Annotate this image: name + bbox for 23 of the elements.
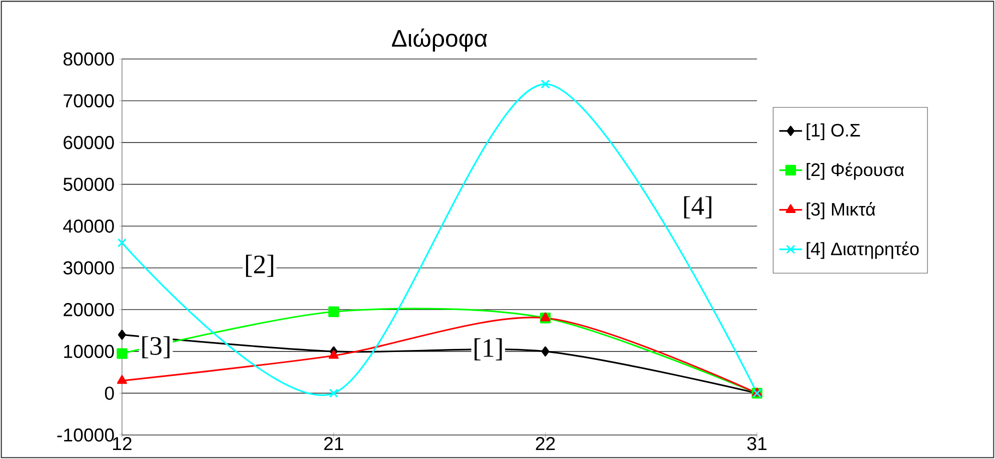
annotation: [4] <box>684 196 712 218</box>
x-tick-label: 22 <box>536 437 555 450</box>
y-tick-label: 80000 <box>64 52 114 66</box>
y-tick-label: 20000 <box>64 303 114 316</box>
y-tick-label: -10000 <box>57 428 114 442</box>
y-tick-label: 50000 <box>63 178 114 191</box>
legend-label: [2] Φέρουσα <box>806 162 904 180</box>
legend-label: [4] Διατηρητέο <box>806 242 919 259</box>
annotation: [1] <box>474 338 502 360</box>
chart-title: Διώροφα <box>392 28 488 52</box>
y-tick-label: 0 <box>104 386 114 400</box>
x-tick-label: 12 <box>113 437 132 450</box>
x-tick-label: 21 <box>324 437 344 450</box>
x-tick-label: 31 <box>747 437 766 450</box>
y-tick-label: 70000 <box>64 94 114 108</box>
y-tick-label: 60000 <box>64 136 114 150</box>
y-tick-label: 40000 <box>63 219 114 233</box>
legend-label: [1] Ο.Σ <box>806 123 860 140</box>
annotation: [2] <box>246 254 274 277</box>
y-tick-label: 10000 <box>64 344 114 358</box>
y-tick-label: 30000 <box>63 261 114 274</box>
legend-label: [3] Μικτά <box>806 202 876 220</box>
annotation: [3] <box>142 336 170 358</box>
